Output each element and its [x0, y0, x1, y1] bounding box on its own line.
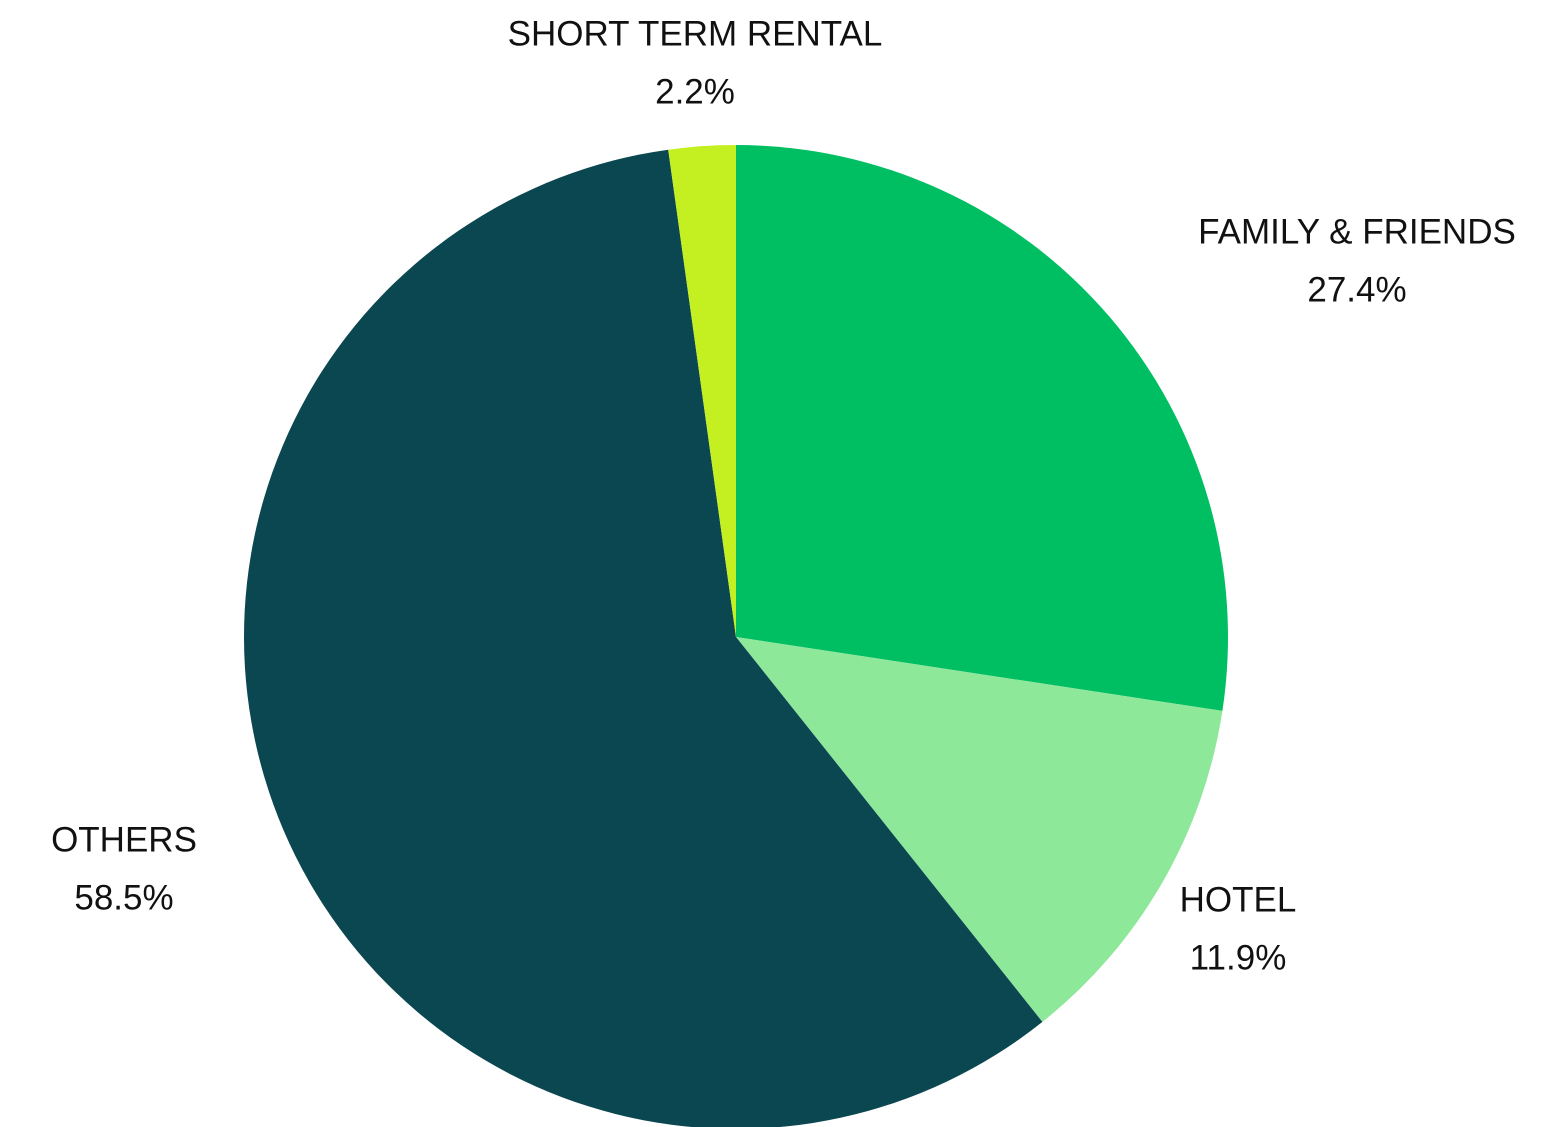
slice-label: FAMILY & FRIENDS	[1198, 212, 1516, 251]
pie-slice	[244, 149, 1043, 1127]
pie-slice	[736, 145, 1228, 711]
pie-slice	[668, 145, 736, 637]
slice-label: HOTEL	[1180, 880, 1297, 919]
slice-label: SHORT TERM RENTAL	[508, 14, 883, 53]
pie-slice	[736, 637, 1223, 1022]
slice-value-label: 2.2%	[655, 72, 735, 111]
slice-value-label: 27.4%	[1307, 270, 1406, 309]
slice-label: OTHERS	[51, 820, 197, 859]
slice-value-label: 58.5%	[74, 878, 173, 917]
slice-value-label: 11.9%	[1190, 938, 1287, 977]
